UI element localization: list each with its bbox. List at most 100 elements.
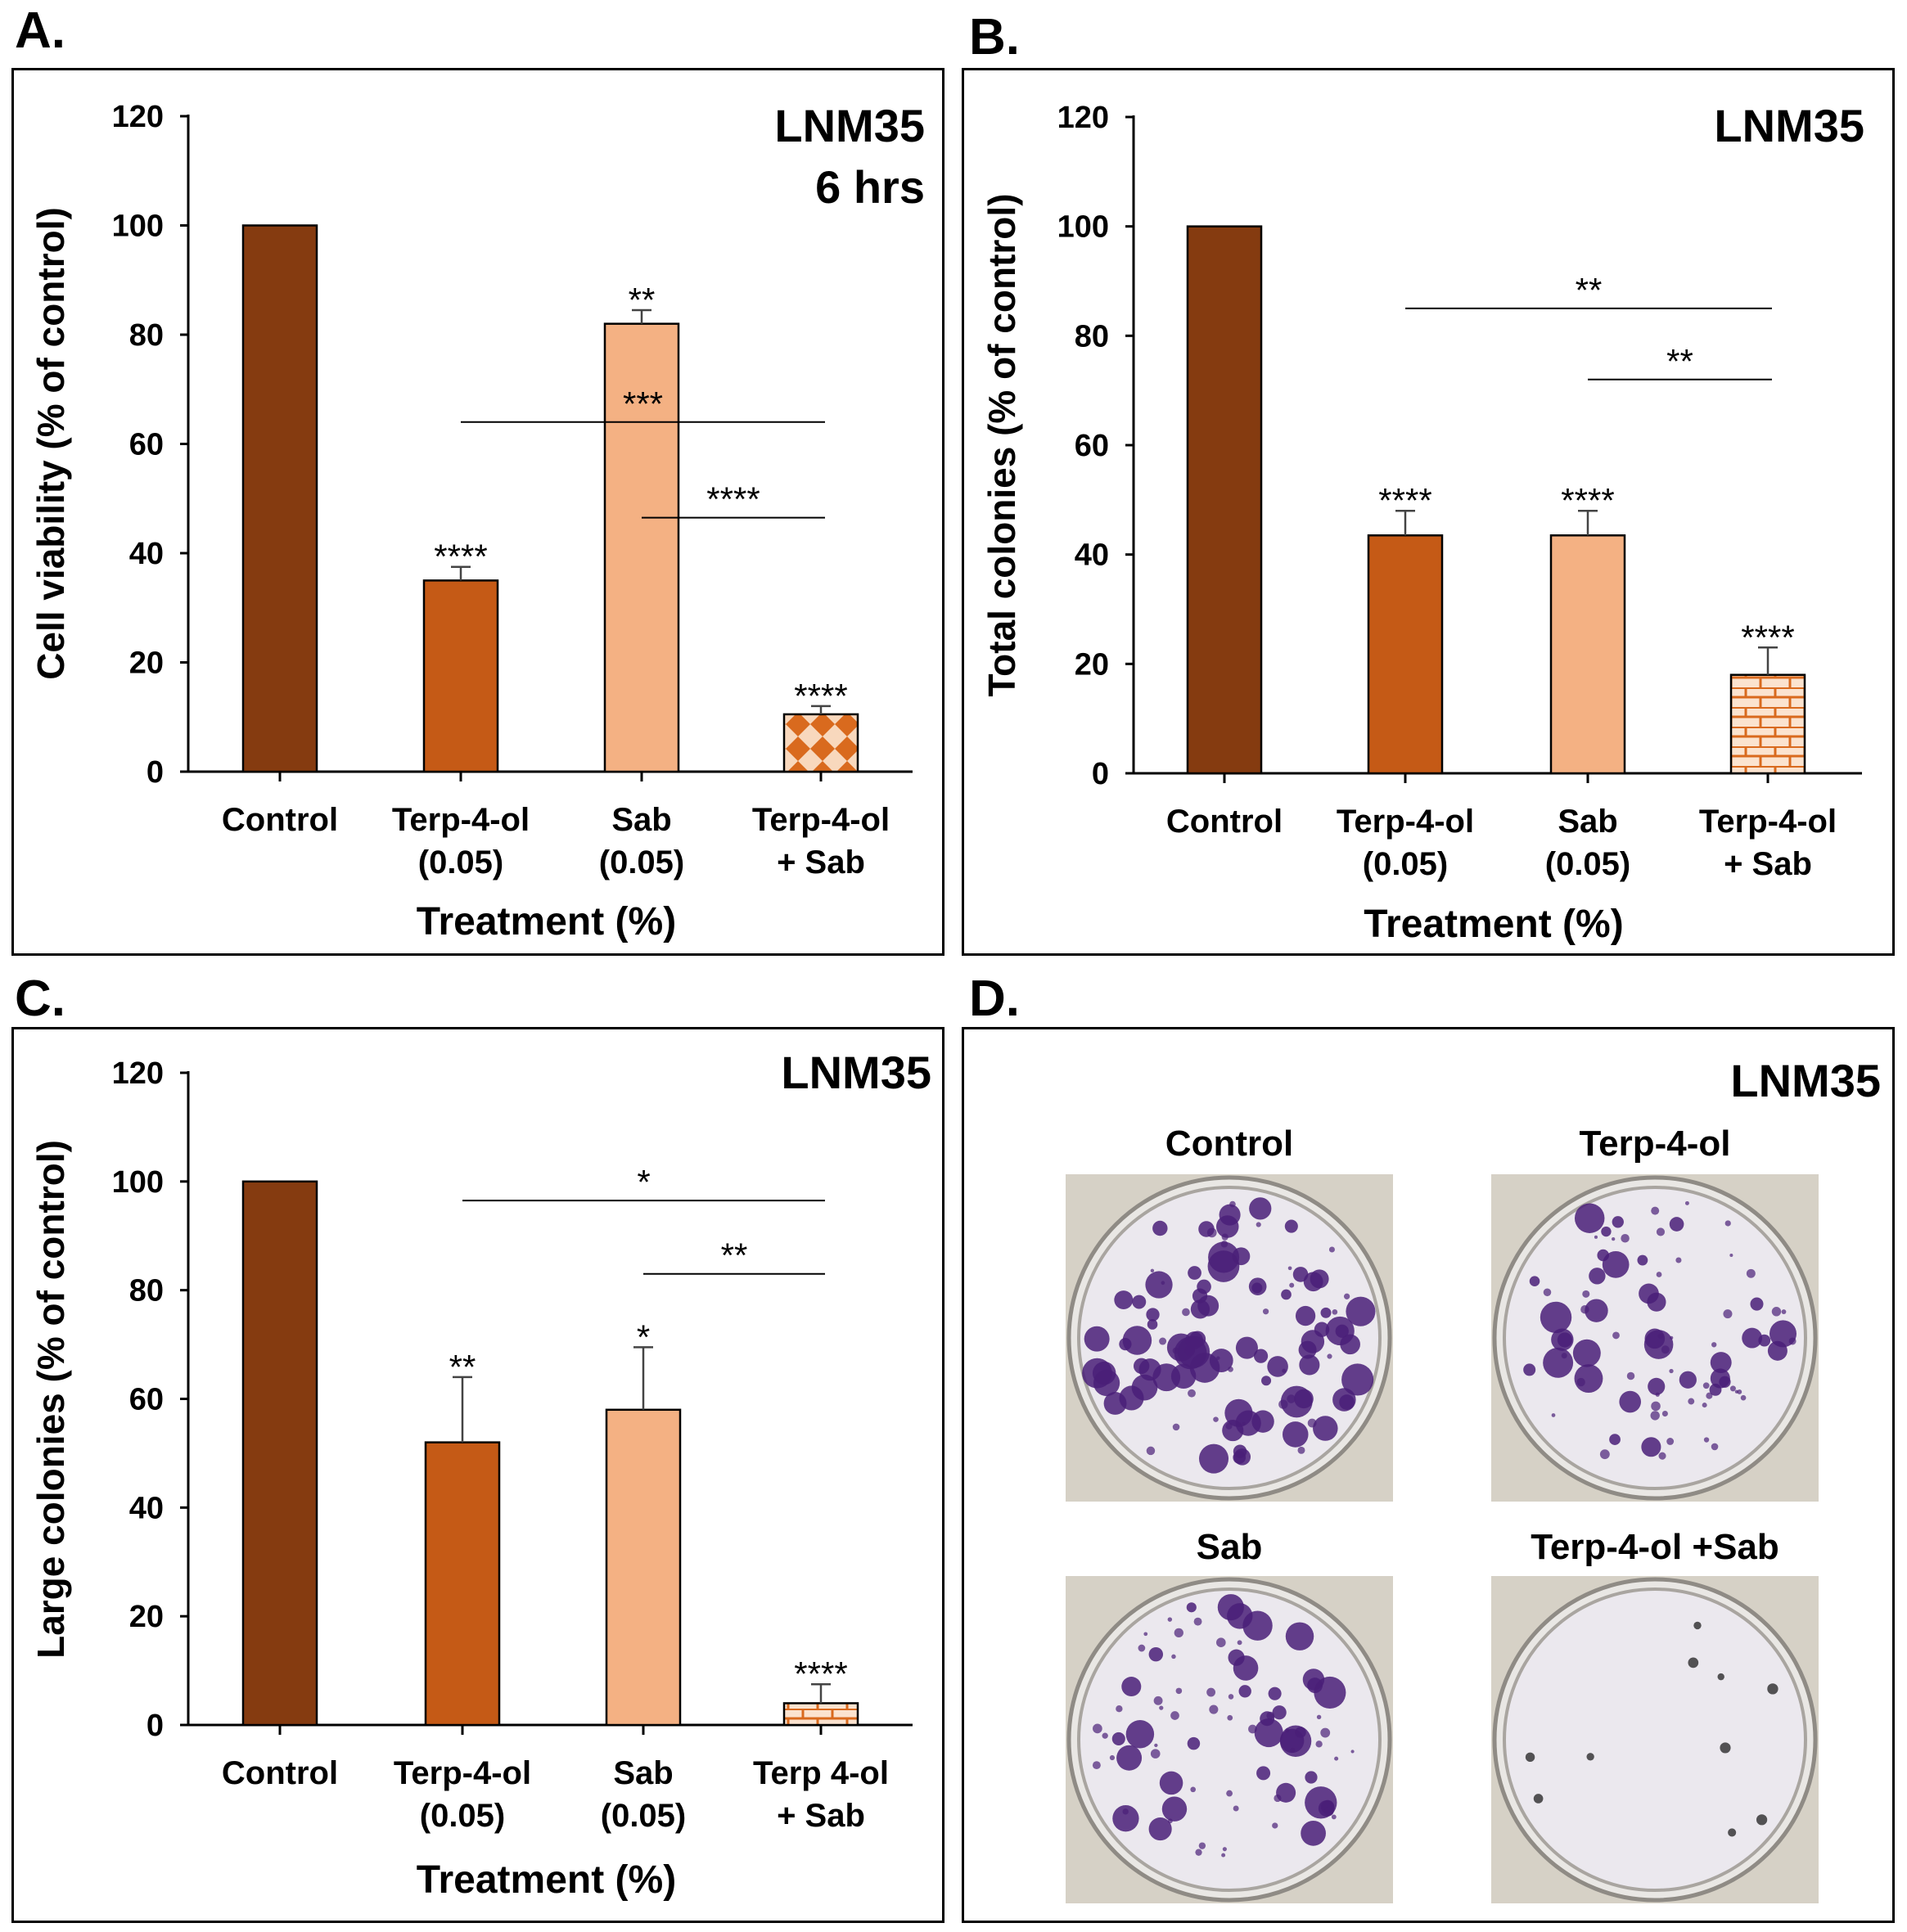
category-label: Sab [613,1755,673,1791]
colony [1341,1363,1374,1396]
colony [1282,1421,1309,1448]
colony [1543,1288,1552,1297]
panel-c-frame [11,1027,944,1923]
panel-b-frame [962,68,1895,956]
colony [1675,1257,1682,1263]
colony [1274,1794,1282,1803]
bar-c-3 [782,1702,859,1727]
category-label: Terp-4-ol [392,802,530,838]
bar-a-2 [603,322,680,773]
significance-label: * [637,1317,650,1356]
colony [1188,1389,1196,1398]
colony [1167,1617,1173,1622]
colony [1222,1847,1227,1852]
dish-0 [1066,1174,1393,1502]
colony [1724,1220,1731,1227]
y-tick-label: 100 [112,209,164,244]
dish-2 [1066,1576,1393,1903]
colony [1657,1333,1664,1340]
colony [1242,1421,1246,1425]
colony [1734,1389,1739,1394]
colony [1209,1349,1233,1372]
colony [1092,1761,1101,1770]
y-axis-title: Cell viability (% of control) [29,207,72,680]
colony [1206,1227,1217,1238]
colony [1644,1328,1666,1349]
colony [1150,1749,1161,1759]
colony [1284,1219,1298,1233]
colony [1648,1377,1666,1395]
colony [1331,1814,1337,1820]
colony [1599,1449,1610,1460]
colony [1621,1233,1630,1243]
colony [1084,1326,1110,1352]
colony [1248,1277,1267,1295]
colony [1262,1308,1269,1315]
colony [1177,1335,1210,1368]
y-tick-label: 60 [129,1383,164,1417]
y-axis-title: Total colonies (% of control) [981,193,1023,696]
colony [1228,1366,1233,1372]
colony [1728,1828,1737,1837]
y-tick-label: 120 [112,100,164,134]
colony [1093,1723,1102,1734]
colony [1233,1805,1239,1812]
colony-group [1523,1200,1797,1460]
dish-3 [1491,1576,1819,1903]
significance-label: ** [449,1348,476,1386]
colony [1709,1383,1722,1396]
colony [1656,1272,1662,1277]
colony [1651,1206,1660,1215]
colony [1611,1236,1616,1241]
category-label: + Sab [777,1798,865,1834]
colony [1272,1822,1278,1829]
colony [1612,1331,1620,1340]
colony [1138,1644,1146,1652]
colony [1147,1319,1158,1330]
y-tick-label: 0 [147,1709,164,1743]
colony [1332,1309,1338,1315]
colony [1225,1422,1233,1430]
colony [1717,1673,1724,1681]
colony [1679,1371,1697,1389]
colony [1266,1711,1275,1720]
colony [1290,1747,1296,1754]
category-label: Sab [611,802,671,838]
colony [1112,1805,1139,1832]
colony [1152,1220,1168,1236]
y-tick-label: 20 [1075,647,1109,682]
colony [1684,1200,1689,1205]
colony [1208,1241,1240,1273]
colony [1314,1676,1346,1709]
colony [1346,1296,1376,1326]
colony [1161,1281,1165,1286]
colony [1198,1842,1206,1849]
colony [1702,1382,1710,1389]
colony [1740,1394,1747,1401]
colony [1148,1817,1172,1841]
colony [1278,1399,1288,1409]
colony [1148,1646,1164,1662]
colony [1339,1394,1355,1410]
colony [1294,1389,1314,1409]
category-label: Control [222,1755,338,1791]
chart-title: LNM35 [774,100,925,151]
y-axis-title: Large colonies (% of control) [29,1140,72,1659]
colony [1170,1363,1197,1389]
colony [1172,1347,1179,1354]
colony [1190,1786,1197,1793]
colony [1122,1808,1129,1815]
category-label: (0.05) [420,1798,506,1834]
category-label: Terp-4-ol [752,802,890,838]
bar-b-1 [1367,534,1444,775]
category-label: (0.05) [1545,846,1631,882]
colony [1289,1282,1295,1288]
y-tick-label: 100 [1057,210,1109,245]
colony [1710,1352,1732,1374]
colony [1197,1279,1211,1295]
colony [1576,1377,1585,1387]
y-tick-label: 80 [1075,319,1109,354]
colony [1299,1354,1320,1376]
colony [1102,1732,1108,1739]
colony [1316,1714,1322,1719]
